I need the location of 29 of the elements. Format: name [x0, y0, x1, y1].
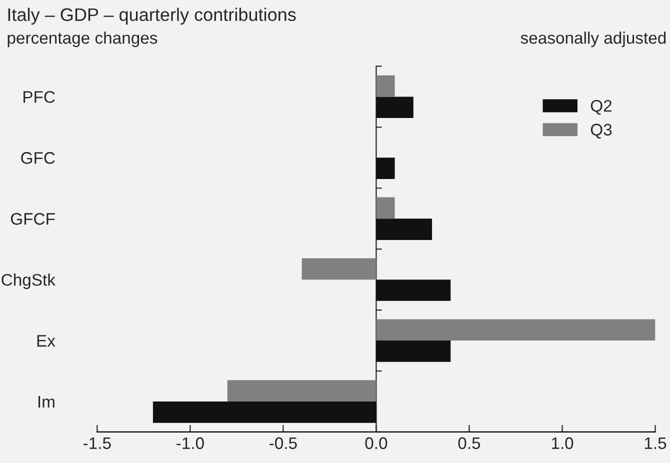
bar [376, 197, 395, 219]
legend-label: Q2 [590, 100, 612, 115]
bar [227, 380, 376, 402]
bar [152, 402, 376, 423]
y-tick-label: Ex [37, 335, 56, 347]
y-tick-label: GFCF [10, 213, 55, 225]
bar [376, 158, 395, 179]
x-tick-label: 0.0 [365, 437, 388, 450]
bar [376, 340, 451, 362]
x-tick-label: -1.5 [84, 437, 111, 450]
text: seasonally adjusted [520, 32, 666, 48]
y-tick-label: GFC [21, 152, 55, 164]
x-tick-label: 1.5 [644, 437, 666, 450]
bar [376, 280, 451, 301]
x-tick-label: -0.5 [270, 437, 297, 450]
chart-title: Italy – GDP – quarterly contributions [8, 8, 296, 25]
y-tick-label: PFC [24, 91, 55, 103]
bar [376, 75, 395, 97]
bar [376, 319, 656, 341]
x-tick-label: -1.0 [176, 437, 204, 450]
y-tick-label: Im [38, 396, 54, 408]
legend-label: Q3 [590, 124, 612, 139]
x-tick-label: 1.0 [552, 437, 574, 450]
y-tick-label: ChgStk [2, 274, 56, 290]
bar [376, 218, 432, 240]
bar [302, 258, 376, 280]
x-tick-label: 0.5 [458, 437, 480, 450]
bar [376, 96, 414, 118]
text: percentage changes [8, 32, 158, 48]
